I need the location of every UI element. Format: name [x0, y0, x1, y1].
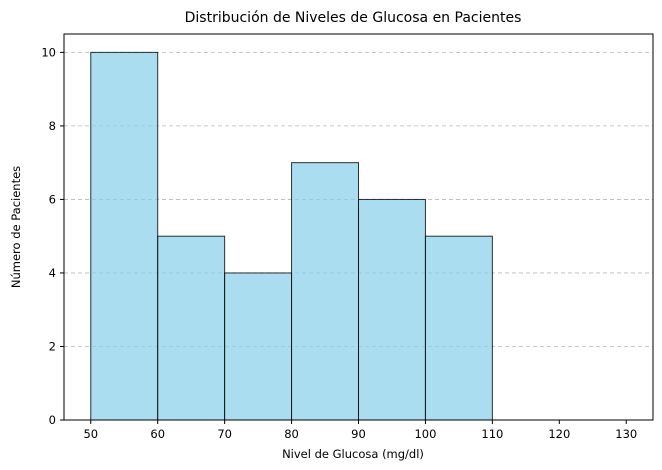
- x-tick-label-90: 90: [351, 427, 366, 441]
- y-tick-label-6: 6: [49, 192, 56, 206]
- bar-50-60: [90, 51, 159, 421]
- bar-60-70: [157, 235, 226, 421]
- y-tick-label-4: 4: [49, 266, 56, 280]
- bars: [90, 51, 493, 421]
- x-tick-label-110: 110: [481, 427, 503, 441]
- y-tick-label-10: 10: [41, 45, 56, 59]
- x-tick-label-80: 80: [284, 427, 299, 441]
- x-tick-label-50: 50: [83, 427, 98, 441]
- y-axis-title: Número de Pacientes: [9, 166, 23, 288]
- x-tick-label-130: 130: [615, 427, 637, 441]
- x-tick-label-120: 120: [548, 427, 570, 441]
- bar-90-100: [358, 198, 426, 421]
- y-tick-label-2: 2: [49, 339, 56, 353]
- y-tick-label-0: 0: [49, 413, 56, 427]
- x-axis-title: Nivel de Glucosa (mg/dl): [282, 447, 424, 461]
- y-axis: 0 2 4 6 8 10: [41, 45, 64, 427]
- y-tick-label-8: 8: [49, 119, 56, 133]
- chart-title: Distribución de Niveles de Glucosa en Pa…: [185, 10, 522, 26]
- x-tick-label-70: 70: [217, 427, 232, 441]
- x-axis: 50 60 70 80 90 100 110 120 130: [83, 420, 637, 441]
- bar-80-90: [291, 162, 359, 421]
- x-tick-label-100: 100: [414, 427, 436, 441]
- x-tick-label-60: 60: [150, 427, 165, 441]
- bar-70-80: [224, 272, 293, 421]
- bar-100-110: [424, 235, 493, 421]
